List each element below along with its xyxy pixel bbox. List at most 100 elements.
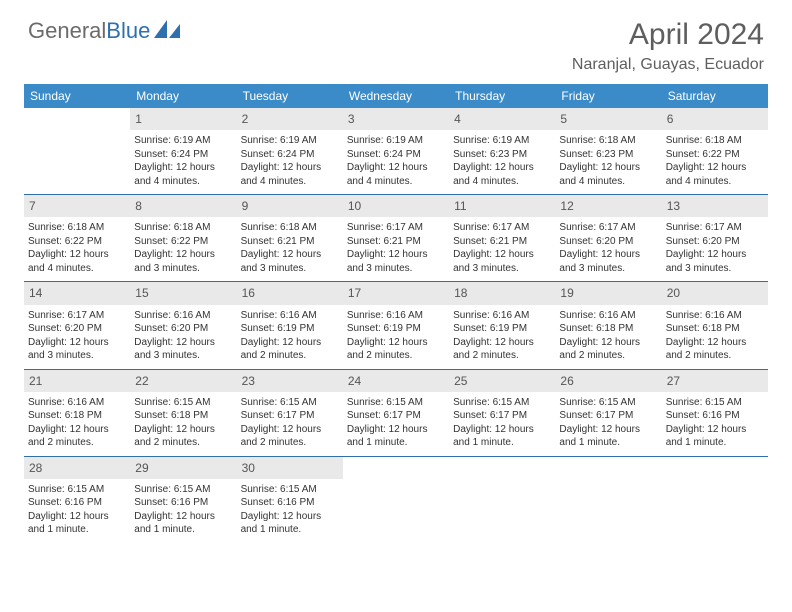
daylight-text: Daylight: 12 hours (347, 248, 445, 262)
daylight-text: Daylight: 12 hours (134, 336, 232, 350)
day-cell: 12Sunrise: 6:17 AMSunset: 6:20 PMDayligh… (555, 195, 661, 281)
day-number: 12 (555, 195, 661, 217)
dow-thursday: Thursday (449, 84, 555, 108)
day-number: 24 (343, 370, 449, 392)
sunrise-text: Sunrise: 6:15 AM (28, 483, 126, 497)
daylight-text: and 1 minute. (666, 436, 764, 450)
sunset-text: Sunset: 6:16 PM (28, 496, 126, 510)
day-number: 4 (449, 108, 555, 130)
week-row: 7Sunrise: 6:18 AMSunset: 6:22 PMDaylight… (24, 194, 768, 281)
day-number: 11 (449, 195, 555, 217)
sunset-text: Sunset: 6:19 PM (453, 322, 551, 336)
day-cell: 5Sunrise: 6:18 AMSunset: 6:23 PMDaylight… (555, 108, 661, 194)
sunset-text: Sunset: 6:22 PM (134, 235, 232, 249)
day-cell: 4 Sunrise: 6:19 AMSunset: 6:23 PMDaylight… (449, 108, 555, 194)
daylight-text: and 4 minutes. (666, 175, 764, 189)
daylight-text: and 1 minute. (453, 436, 551, 450)
day-cell: 7Sunrise: 6:18 AMSunset: 6:22 PMDaylight… (24, 195, 130, 281)
daylight-text: and 2 minutes. (347, 349, 445, 363)
day-cell: 19Sunrise: 6:16 AMSunset: 6:18 PMDayligh… (555, 282, 661, 368)
daylight-text: Daylight: 12 hours (453, 423, 551, 437)
sunset-text: Sunset: 6:21 PM (241, 235, 339, 249)
daylight-text: Daylight: 12 hours (241, 248, 339, 262)
daylight-text: Daylight: 12 hours (347, 423, 445, 437)
day-number: 20 (662, 282, 768, 304)
dow-saturday: Saturday (662, 84, 768, 108)
sunset-text: Sunset: 6:19 PM (347, 322, 445, 336)
sunrise-text: Sunrise: 6:18 AM (666, 134, 764, 148)
daylight-text: and 3 minutes. (559, 262, 657, 276)
daylight-text: and 1 minute. (134, 523, 232, 537)
daylight-text: Daylight: 12 hours (241, 510, 339, 524)
daylight-text: Daylight: 12 hours (134, 161, 232, 175)
daylight-text: Daylight: 12 hours (453, 161, 551, 175)
daylight-text: and 4 minutes. (241, 175, 339, 189)
day-number: 26 (555, 370, 661, 392)
day-cell: 15Sunrise: 6:16 AMSunset: 6:20 PMDayligh… (130, 282, 236, 368)
week-row: 28Sunrise: 6:15 AMSunset: 6:16 PMDayligh… (24, 456, 768, 543)
sunset-text: Sunset: 6:16 PM (666, 409, 764, 423)
dow-header: SundayMondayTuesdayWednesdayThursdayFrid… (24, 84, 768, 108)
sunrise-text: Sunrise: 6:16 AM (28, 396, 126, 410)
sunset-text: Sunset: 6:16 PM (134, 496, 232, 510)
daylight-text: Daylight: 12 hours (241, 161, 339, 175)
day-empty (662, 457, 768, 543)
sunset-text: Sunset: 6:18 PM (134, 409, 232, 423)
sunset-text: Sunset: 6:22 PM (666, 148, 764, 162)
day-cell: 16Sunrise: 6:16 AMSunset: 6:19 PMDayligh… (237, 282, 343, 368)
day-number: 10 (343, 195, 449, 217)
day-cell: 9Sunrise: 6:18 AMSunset: 6:21 PMDaylight… (237, 195, 343, 281)
daylight-text: Daylight: 12 hours (559, 423, 657, 437)
daylight-text: and 2 minutes. (28, 436, 126, 450)
dow-wednesday: Wednesday (343, 84, 449, 108)
daylight-text: Daylight: 12 hours (666, 423, 764, 437)
sunrise-text: Sunrise: 6:16 AM (347, 309, 445, 323)
sunset-text: Sunset: 6:20 PM (559, 235, 657, 249)
sunset-text: Sunset: 6:18 PM (559, 322, 657, 336)
dow-friday: Friday (555, 84, 661, 108)
sunrise-text: Sunrise: 6:19 AM (134, 134, 232, 148)
day-number: 28 (24, 457, 130, 479)
sunset-text: Sunset: 6:24 PM (241, 148, 339, 162)
day-cell: 11Sunrise: 6:17 AMSunset: 6:21 PMDayligh… (449, 195, 555, 281)
weeks-container: 1Sunrise: 6:19 AMSunset: 6:24 PMDaylight… (24, 108, 768, 543)
sunrise-text: Sunrise: 6:18 AM (241, 221, 339, 235)
day-number: 27 (662, 370, 768, 392)
daylight-text: Daylight: 12 hours (134, 248, 232, 262)
sunset-text: Sunset: 6:16 PM (241, 496, 339, 510)
calendar: SundayMondayTuesdayWednesdayThursdayFrid… (24, 84, 768, 543)
daylight-text: Daylight: 12 hours (28, 423, 126, 437)
daylight-text: and 3 minutes. (134, 349, 232, 363)
day-cell: 10Sunrise: 6:17 AMSunset: 6:21 PMDayligh… (343, 195, 449, 281)
daylight-text: and 2 minutes. (453, 349, 551, 363)
daylight-text: and 3 minutes. (347, 262, 445, 276)
daylight-text: and 2 minutes. (241, 436, 339, 450)
day-cell: 26Sunrise: 6:15 AMSunset: 6:17 PMDayligh… (555, 370, 661, 456)
day-cell: 2Sunrise: 6:19 AMSunset: 6:24 PMDaylight… (237, 108, 343, 194)
day-number: 18 (449, 282, 555, 304)
sunset-text: Sunset: 6:17 PM (453, 409, 551, 423)
sunrise-text: Sunrise: 6:18 AM (559, 134, 657, 148)
daylight-text: and 4 minutes. (559, 175, 657, 189)
sunset-text: Sunset: 6:21 PM (453, 235, 551, 249)
daylight-text: Daylight: 12 hours (666, 248, 764, 262)
week-row: 1Sunrise: 6:19 AMSunset: 6:24 PMDaylight… (24, 108, 768, 194)
daylight-text: and 2 minutes. (666, 349, 764, 363)
day-number: 16 (237, 282, 343, 304)
day-number: 1 (130, 108, 236, 130)
sunrise-text: Sunrise: 6:15 AM (241, 483, 339, 497)
day-cell: 25Sunrise: 6:15 AMSunset: 6:17 PMDayligh… (449, 370, 555, 456)
day-empty (343, 457, 449, 543)
sunrise-text: Sunrise: 6:19 AM (347, 134, 445, 148)
sunrise-text: Sunrise: 6:19 AM (453, 134, 551, 148)
daylight-text: and 1 minute. (347, 436, 445, 450)
daylight-text: and 4 minutes. (28, 262, 126, 276)
day-number: 29 (130, 457, 236, 479)
daylight-text: and 2 minutes. (241, 349, 339, 363)
daylight-text: and 1 minute. (28, 523, 126, 537)
day-number: 3 (343, 108, 449, 130)
sunset-text: Sunset: 6:23 PM (453, 148, 551, 162)
sunset-text: Sunset: 6:18 PM (28, 409, 126, 423)
daylight-text: Daylight: 12 hours (453, 248, 551, 262)
daylight-text: Daylight: 12 hours (134, 510, 232, 524)
